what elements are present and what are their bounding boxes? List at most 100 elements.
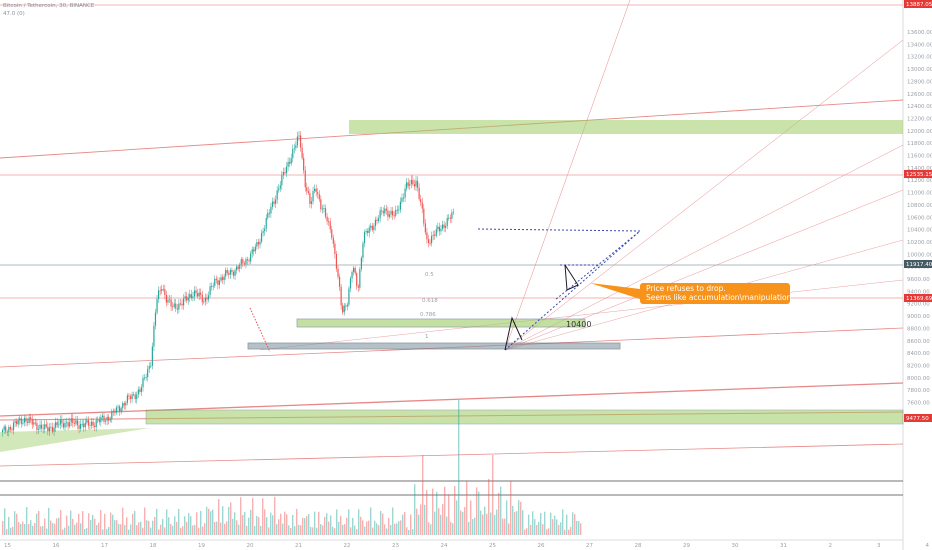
- volume-bar: [298, 524, 300, 535]
- candle: [395, 205, 397, 218]
- volume-bar: [550, 512, 552, 535]
- candle: [136, 391, 138, 404]
- price-badge-label: 11369.69: [906, 296, 932, 302]
- time-axis-tick: 24: [441, 543, 448, 549]
- volume-bar: [320, 524, 322, 535]
- candle: [8, 424, 10, 437]
- candle: [346, 302, 348, 311]
- volume-bar: [256, 515, 258, 535]
- price-axis-tick: 11000.00: [907, 191, 932, 197]
- price-badge-label: 13887.05: [906, 2, 932, 8]
- candle: [331, 225, 333, 240]
- candle: [376, 216, 378, 225]
- volume-bar: [560, 522, 562, 535]
- candle-body: [315, 188, 317, 193]
- candle-body: [19, 418, 21, 421]
- candle: [142, 374, 144, 392]
- candle-body: [424, 223, 426, 233]
- volume-bar: [284, 511, 286, 535]
- volume-bar: [206, 506, 208, 535]
- volume-bar: [36, 513, 38, 535]
- candle-body: [16, 421, 18, 425]
- volume-bar: [302, 517, 304, 535]
- candle: [86, 416, 88, 425]
- candle: [72, 413, 74, 428]
- candle: [356, 271, 358, 291]
- candle: [423, 204, 425, 227]
- candle: [14, 418, 16, 428]
- candle: [340, 283, 342, 310]
- candle-body: [416, 180, 419, 188]
- candle: [217, 276, 219, 290]
- candle-body: [406, 182, 408, 189]
- price-axis-tick: 11600.00: [907, 154, 932, 160]
- candle-body: [84, 422, 86, 428]
- candle: [62, 418, 65, 430]
- candle-body: [151, 346, 153, 366]
- volume-bar: [240, 497, 242, 535]
- candle-body: [248, 260, 250, 262]
- volume-bar: [42, 526, 44, 535]
- candle-body: [89, 425, 91, 427]
- volume-bar: [12, 526, 14, 535]
- candle-body: [377, 218, 380, 221]
- candle: [451, 209, 453, 223]
- price-badge-label: 11917.40: [906, 262, 932, 268]
- volume-bar: [488, 479, 490, 535]
- candle: [89, 421, 91, 431]
- candle: [2, 428, 4, 437]
- price-axis-tick: 10800.00: [907, 203, 932, 209]
- candle-body: [147, 368, 149, 378]
- candle-body: [209, 286, 211, 296]
- candle: [186, 291, 188, 304]
- candle: [168, 295, 171, 304]
- volume-bar: [518, 500, 520, 535]
- candle: [209, 282, 211, 299]
- candle-body: [385, 208, 387, 211]
- candle-body: [360, 257, 362, 270]
- candle: [87, 416, 89, 430]
- candle: [192, 292, 194, 302]
- volume-bar: [72, 518, 74, 535]
- candle-body: [76, 420, 79, 426]
- candle-body: [207, 295, 210, 300]
- volume-bar: [210, 511, 212, 535]
- indicator-value: 47.0 (0): [3, 11, 25, 17]
- volume-bar: [410, 514, 412, 535]
- volume-bar: [58, 517, 60, 535]
- candle-body: [374, 219, 377, 227]
- candle-body: [251, 249, 253, 254]
- candle: [218, 277, 221, 289]
- candle: [204, 293, 206, 306]
- volume-bar: [422, 455, 424, 535]
- candle: [58, 420, 60, 429]
- volume-bar: [70, 510, 72, 535]
- volume-bar: [160, 524, 162, 535]
- candle: [114, 408, 116, 417]
- supply-zone: [349, 120, 903, 134]
- candle-body: [354, 267, 356, 274]
- candle: [438, 222, 440, 236]
- candle: [153, 321, 155, 351]
- candle: [161, 284, 163, 295]
- candle-body: [260, 232, 263, 242]
- candle-body: [452, 211, 455, 213]
- candle-body: [195, 290, 197, 294]
- candle-body: [359, 269, 361, 288]
- candle-body: [53, 427, 55, 432]
- volume-bar: [98, 522, 100, 535]
- candle-body: [48, 427, 50, 432]
- candle: [298, 130, 300, 141]
- volume-bar: [44, 518, 46, 535]
- volume-bar: [104, 513, 106, 535]
- candle-body: [328, 221, 330, 223]
- candle-body: [14, 421, 16, 423]
- time-axis-tick: 18: [150, 543, 157, 549]
- volume-bar: [314, 511, 316, 535]
- candle: [101, 412, 104, 422]
- annotation-callout[interactable]: Price refuses to drop. Seems like accumu…: [640, 283, 791, 304]
- candle: [176, 304, 178, 315]
- volume-bar: [140, 521, 142, 535]
- candle: [309, 188, 311, 208]
- candle-body: [399, 201, 401, 210]
